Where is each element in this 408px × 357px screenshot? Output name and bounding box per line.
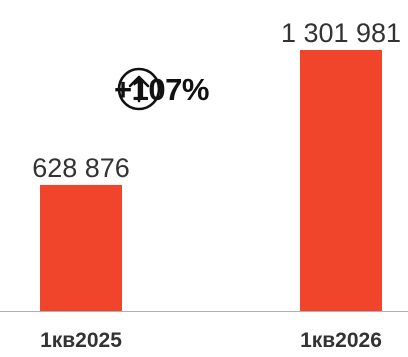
data-label-1: 628 876 [32, 153, 130, 183]
growth-label: +107% [114, 72, 209, 107]
bar-1 [40, 184, 122, 311]
bar-2 [300, 50, 382, 311]
arrow-up-circle-icon [117, 67, 161, 111]
data-label-2: 1 301 981 [281, 18, 401, 48]
x-tick-label-2: 1кв2026 [300, 329, 382, 352]
x-tick-label-1: 1кв2025 [40, 329, 122, 352]
growth-badge: +107% [114, 66, 209, 114]
